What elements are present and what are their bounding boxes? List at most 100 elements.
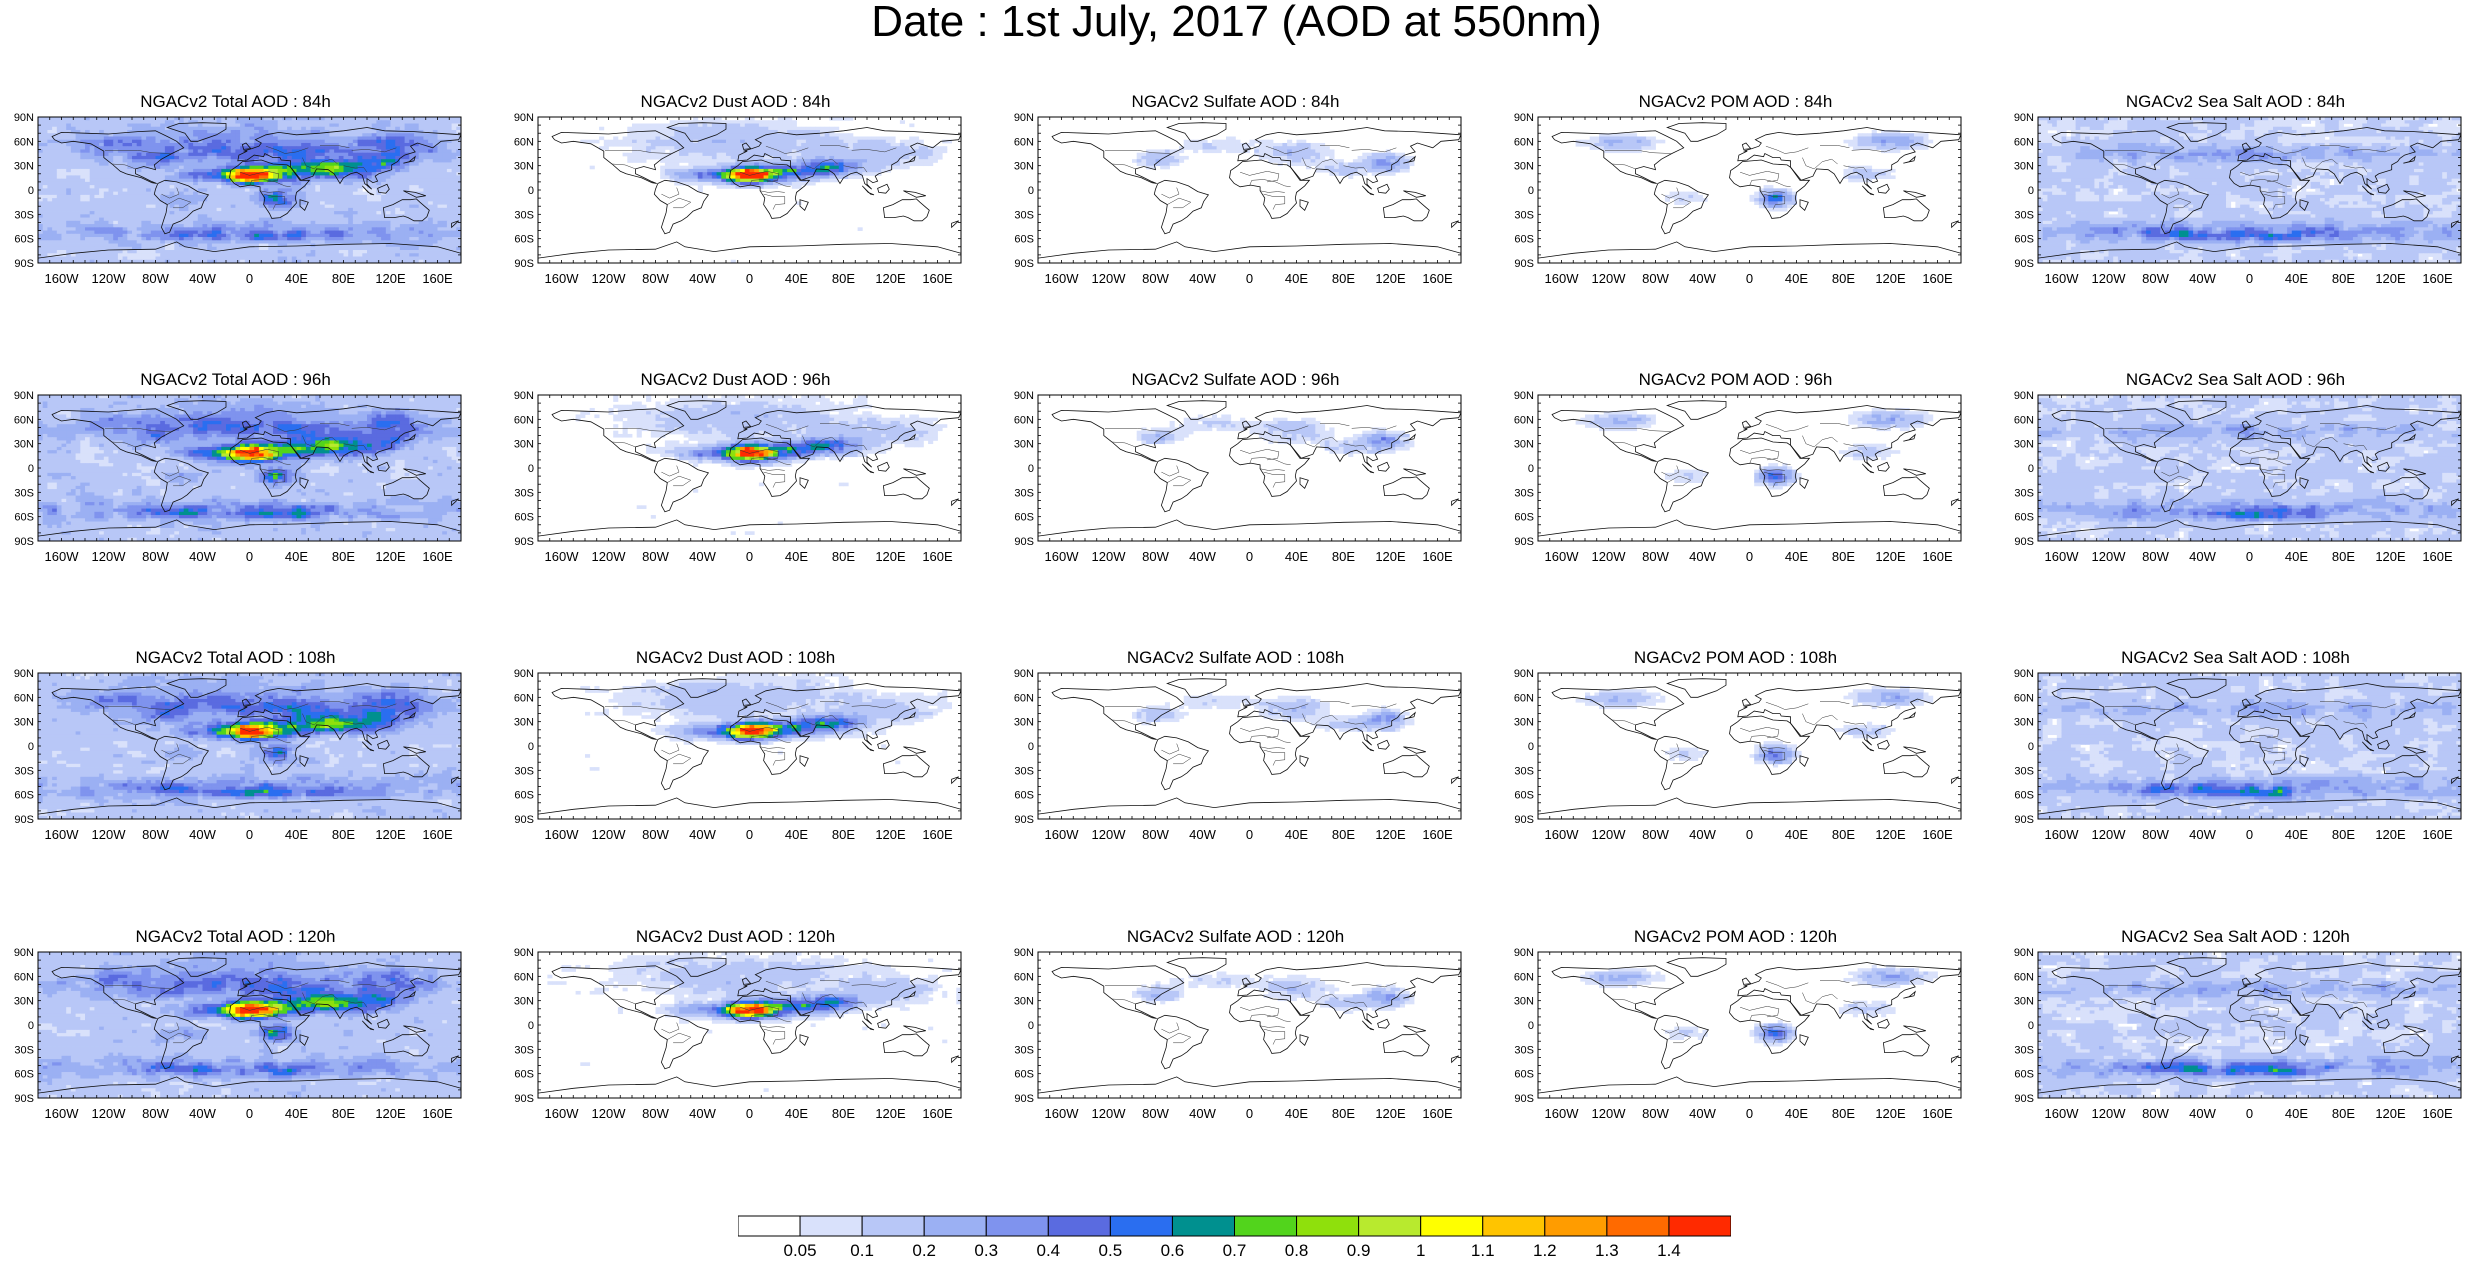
colorbar-label: 0.6 — [1161, 1241, 1185, 1258]
lat-tick-label: 0 — [528, 741, 534, 753]
lat-tick-label: 60S — [1014, 790, 1034, 802]
lat-tick-label: 30S — [2014, 487, 2034, 499]
lon-tick-label: 120W — [1592, 549, 1627, 564]
lat-tick-label: 90S — [1514, 814, 1534, 826]
lon-tick-label: 80E — [2332, 271, 2355, 286]
lon-tick-label: 120W — [1592, 271, 1627, 286]
lon-tick-label: 160E — [2422, 549, 2453, 564]
lat-tick-label: 90N — [1014, 112, 1034, 124]
lon-tick-label: 160W — [1045, 549, 1080, 564]
aod-field — [1538, 395, 1961, 541]
colorbar-label: 0.2 — [912, 1241, 936, 1258]
colorbar-swatch — [1359, 1216, 1421, 1236]
lat-tick-label: 0 — [1028, 463, 1034, 475]
lon-tick-label: 160W — [545, 271, 580, 286]
lon-tick-label: 80E — [1832, 827, 1855, 842]
colorbar-label: 0.9 — [1347, 1241, 1371, 1258]
colorbar-swatch — [1110, 1216, 1172, 1236]
lat-tick-label: 0 — [28, 1020, 34, 1032]
lon-tick-label: 80W — [642, 827, 669, 842]
lon-tick-label: 120W — [2092, 827, 2127, 842]
lon-tick-label: 160E — [2422, 827, 2453, 842]
lon-tick-label: 120W — [92, 549, 127, 564]
lat-tick-label: 60S — [514, 512, 534, 524]
lon-tick-label: 120W — [92, 1106, 127, 1121]
aod-field — [2038, 395, 2461, 541]
lon-tick-label: 40W — [2189, 1106, 2216, 1121]
lon-tick-label: 40E — [285, 1106, 308, 1121]
colorbar-swatch — [924, 1216, 986, 1236]
lat-tick-label: 0 — [28, 185, 34, 197]
lon-tick-label: 80E — [1332, 549, 1355, 564]
lat-tick-label: 60S — [14, 790, 34, 802]
lat-tick-label: 60N — [514, 136, 534, 148]
aod-field — [38, 117, 461, 263]
lat-tick-label: 0 — [1528, 185, 1534, 197]
lat-tick-label: 30S — [1514, 1044, 1534, 1056]
lat-tick-label: 90N — [514, 390, 534, 402]
lon-tick-label: 40E — [785, 271, 808, 286]
lon-tick-label: 0 — [246, 271, 253, 286]
lat-tick-label: 60N — [1014, 136, 1034, 148]
lon-tick-label: 0 — [1746, 1106, 1753, 1121]
lat-tick-label: 90N — [1514, 390, 1534, 402]
aod-field — [1538, 673, 1961, 819]
lat-tick-label: 30S — [1014, 1044, 1034, 1056]
lat-tick-label: 90N — [1014, 947, 1034, 959]
lat-tick-label: 30N — [2014, 161, 2034, 173]
lat-tick-label: 30S — [14, 765, 34, 777]
lon-tick-label: 120W — [1592, 1106, 1627, 1121]
lon-tick-label: 160W — [1545, 271, 1580, 286]
lat-tick-label: 30N — [1014, 996, 1034, 1008]
lon-tick-label: 80E — [2332, 1106, 2355, 1121]
lat-tick-label: 90S — [1014, 814, 1034, 826]
lon-tick-label: 40E — [1785, 271, 1808, 286]
lon-tick-label: 120E — [875, 1106, 906, 1121]
lat-tick-label: 90S — [14, 814, 34, 826]
lon-tick-label: 40W — [1189, 271, 1216, 286]
lon-tick-label: 80E — [332, 271, 355, 286]
lon-tick-label: 0 — [1746, 549, 1753, 564]
lat-tick-label: 30S — [2014, 765, 2034, 777]
lon-tick-label: 160W — [1045, 827, 1080, 842]
colorbar-label: 0.05 — [784, 1241, 817, 1258]
lat-tick-label: 30S — [2014, 209, 2034, 221]
lon-tick-label: 80E — [1832, 271, 1855, 286]
lat-tick-label: 60S — [1014, 234, 1034, 246]
lat-tick-label: 60S — [14, 234, 34, 246]
lat-tick-label: 0 — [528, 185, 534, 197]
lon-tick-label: 0 — [2246, 549, 2253, 564]
lon-tick-label: 120E — [1375, 1106, 1406, 1121]
lon-tick-label: 40W — [1689, 1106, 1716, 1121]
lon-tick-label: 40W — [1689, 827, 1716, 842]
lat-tick-label: 30N — [14, 717, 34, 729]
lon-tick-label: 120W — [1092, 271, 1127, 286]
colorbar-swatch — [1545, 1216, 1607, 1236]
lat-tick-label: 60N — [1014, 971, 1034, 983]
lon-tick-label: 160W — [1045, 1106, 1080, 1121]
lat-tick-label: 30N — [14, 439, 34, 451]
lon-tick-label: 80W — [642, 271, 669, 286]
lat-tick-label: 90N — [14, 390, 34, 402]
lat-tick-label: 90N — [1514, 112, 1534, 124]
lon-tick-label: 120E — [875, 271, 906, 286]
lon-tick-label: 40W — [189, 549, 216, 564]
lat-tick-label: 60N — [14, 136, 34, 148]
lon-tick-label: 40E — [2285, 271, 2308, 286]
lon-tick-label: 40W — [189, 271, 216, 286]
lon-tick-label: 80E — [832, 1106, 855, 1121]
lon-tick-label: 40W — [689, 271, 716, 286]
lon-tick-label: 80E — [1832, 549, 1855, 564]
lon-tick-label: 160W — [545, 827, 580, 842]
